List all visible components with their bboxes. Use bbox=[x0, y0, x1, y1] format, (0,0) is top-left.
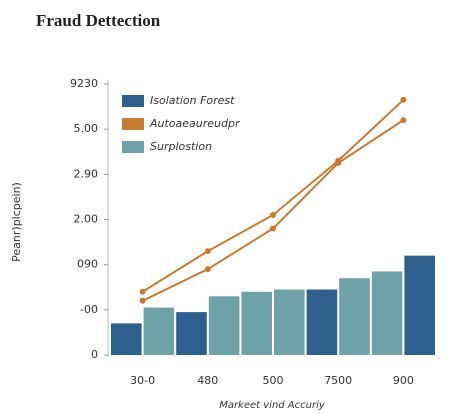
bar bbox=[274, 289, 305, 355]
y-tick-label: 0 bbox=[91, 348, 98, 361]
point bbox=[270, 225, 276, 232]
bar bbox=[241, 291, 272, 355]
legend-label: Isolation Forest bbox=[150, 94, 235, 107]
y-tick-label: -00 bbox=[80, 303, 98, 316]
bar bbox=[143, 307, 175, 355]
legend-label: Surplostion bbox=[150, 140, 212, 153]
point bbox=[139, 297, 146, 304]
point bbox=[335, 160, 342, 167]
point bbox=[204, 248, 211, 255]
y-tick-label: 2.00 bbox=[74, 213, 99, 226]
x-tick-label: 480 bbox=[197, 374, 218, 387]
point bbox=[400, 117, 407, 124]
x-tick-label: 7500 bbox=[324, 374, 352, 387]
legend-swatch bbox=[122, 95, 144, 107]
x-tick-label: 900 bbox=[393, 374, 414, 387]
bar bbox=[371, 271, 403, 355]
bar bbox=[404, 255, 435, 355]
y-axis-label: Peanr)plcpein) bbox=[10, 182, 23, 262]
point bbox=[400, 96, 407, 103]
y-tick-label: 5.00 bbox=[74, 122, 99, 135]
y-tick-label: 2.90 bbox=[74, 167, 99, 180]
point bbox=[270, 211, 276, 218]
bar bbox=[339, 278, 370, 355]
legend-swatch bbox=[122, 141, 144, 153]
x-tick-label: 30-0 bbox=[130, 374, 155, 387]
bar bbox=[176, 312, 207, 355]
bar bbox=[208, 296, 240, 355]
x-tick-label: 500 bbox=[263, 374, 284, 387]
legend-label: Autoaeaureudpr bbox=[149, 117, 241, 130]
legend-swatch bbox=[122, 118, 144, 130]
y-tick-label: 090 bbox=[77, 258, 98, 271]
bar bbox=[306, 289, 338, 355]
chart-title: Fraud Dettection bbox=[36, 11, 161, 30]
point bbox=[204, 266, 211, 273]
point bbox=[139, 288, 146, 295]
y-tick-label: 9230 bbox=[70, 77, 98, 90]
bar bbox=[111, 323, 142, 355]
x-axis-label: Markeet vind Accuriy bbox=[219, 400, 326, 411]
legend: Isolation Forest Autoaeaureudpr Surplostio… bbox=[122, 94, 241, 153]
